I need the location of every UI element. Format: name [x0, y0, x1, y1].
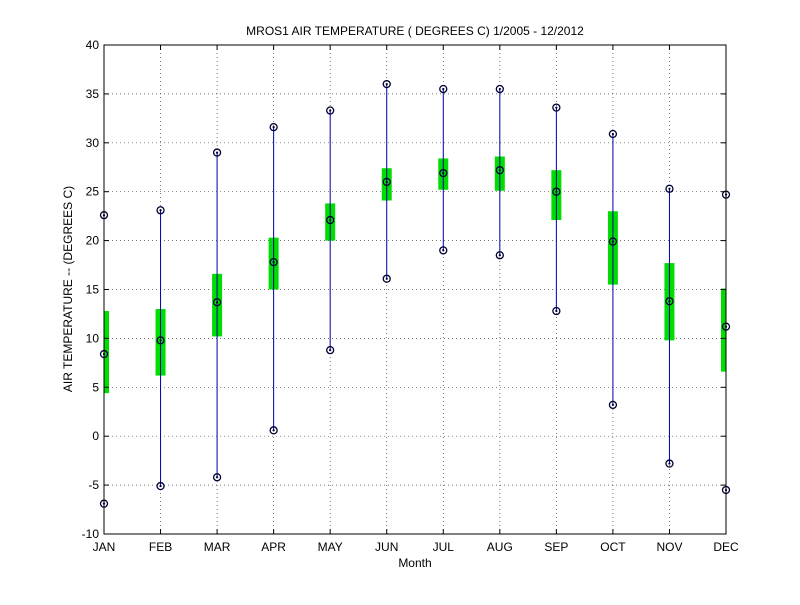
- max-marker-dot: [215, 151, 219, 154]
- max-marker: [326, 106, 335, 115]
- min-marker: [552, 306, 561, 316]
- x-tick-label: MAY: [318, 540, 343, 554]
- median-marker: [156, 336, 165, 345]
- max-marker: [439, 84, 448, 94]
- min-marker: [495, 251, 504, 260]
- max-marker-dot: [668, 187, 671, 190]
- median-marker-dot: [272, 261, 275, 264]
- median-marker: [665, 297, 674, 306]
- x-tick-label: NOV: [656, 540, 682, 554]
- y-tick-label: 20: [86, 234, 100, 248]
- min-marker-dot: [329, 349, 332, 352]
- min-marker-dot: [498, 254, 501, 257]
- median-marker-dot: [498, 169, 501, 172]
- max-marker: [495, 84, 504, 94]
- median-marker-dot: [555, 190, 558, 193]
- x-tick-label: JUN: [375, 540, 398, 554]
- iqr-box-dec: [721, 288, 726, 372]
- median-marker: [439, 168, 448, 178]
- y-tick-label: 10: [86, 331, 100, 345]
- max-marker: [665, 184, 674, 193]
- max-marker: [608, 129, 618, 139]
- max-marker: [382, 79, 391, 89]
- x-tick-label: OCT: [600, 540, 626, 554]
- median-marker-dot: [442, 172, 445, 175]
- min-marker: [608, 400, 618, 410]
- x-tick-label: DEC: [713, 540, 739, 554]
- min-marker: [382, 274, 391, 283]
- max-marker-dot: [442, 87, 445, 91]
- min-marker-dot: [611, 403, 615, 407]
- max-marker-dot: [272, 126, 275, 129]
- min-marker: [269, 426, 278, 435]
- x-tick-label: FEB: [149, 540, 172, 554]
- median-marker: [552, 187, 561, 196]
- y-tick-label: -10: [82, 527, 100, 541]
- median-marker: [269, 257, 278, 267]
- x-tick-label: JAN: [93, 540, 116, 554]
- max-marker: [212, 148, 222, 157]
- median-marker: [495, 166, 504, 175]
- max-marker-dot: [385, 83, 388, 86]
- y-tick-label: -5: [88, 478, 99, 492]
- median-marker: [212, 298, 222, 307]
- y-tick-label: 15: [86, 283, 100, 297]
- max-marker-dot: [555, 106, 558, 109]
- min-marker-dot: [668, 462, 671, 465]
- min-marker: [665, 459, 674, 468]
- median-marker: [608, 237, 618, 246]
- x-tick-label: MAR: [204, 540, 231, 554]
- min-marker-dot: [385, 277, 388, 280]
- median-marker-dot: [611, 240, 615, 243]
- max-marker: [552, 103, 561, 112]
- median-marker-dot: [329, 218, 332, 222]
- x-tick-label: SEP: [544, 540, 568, 554]
- min-marker-dot: [272, 429, 275, 432]
- x-axis-label: Month: [398, 556, 431, 570]
- y-tick-label: 25: [86, 185, 100, 199]
- y-axis-label: AIR TEMPERATURE -- (DEGREES C): [61, 186, 75, 392]
- chart-title: MROS1 AIR TEMPERATURE ( DEGREES C) 1/200…: [246, 24, 584, 38]
- y-tick-label: 5: [92, 380, 99, 394]
- axis-ticks: -10 -5 0 5 10 15 20 25 30 35 40 JAN FEB MAR APR MAY JUN J…: [82, 38, 739, 554]
- median-marker-dot: [215, 301, 219, 304]
- min-marker-dot: [159, 484, 162, 488]
- y-tick-label: 35: [86, 87, 100, 101]
- min-marker-dot: [442, 249, 445, 252]
- y-tick-label: 40: [86, 38, 100, 52]
- min-marker: [439, 246, 448, 255]
- median-marker: [326, 215, 335, 225]
- max-marker-dot: [611, 132, 615, 136]
- chart-marks: [99, 79, 731, 508]
- min-marker: [156, 481, 165, 491]
- max-marker-dot: [159, 209, 162, 212]
- y-tick-label: 30: [86, 136, 100, 150]
- max-marker-dot: [329, 109, 332, 112]
- min-marker-dot: [555, 309, 558, 313]
- max-marker: [156, 206, 165, 215]
- median-marker-dot: [385, 180, 388, 184]
- max-marker-dot: [498, 87, 501, 91]
- median-marker: [382, 177, 391, 187]
- min-marker: [212, 473, 222, 482]
- min-marker: [326, 345, 335, 355]
- grid: [104, 45, 726, 534]
- max-marker: [269, 123, 278, 132]
- x-tick-label: APR: [261, 540, 286, 554]
- y-tick-label: 0: [92, 429, 99, 443]
- min-marker-dot: [215, 476, 219, 479]
- x-tick-label: JUL: [433, 540, 455, 554]
- median-marker-dot: [159, 339, 162, 342]
- x-tick-label: AUG: [487, 540, 513, 554]
- median-marker-dot: [668, 300, 671, 303]
